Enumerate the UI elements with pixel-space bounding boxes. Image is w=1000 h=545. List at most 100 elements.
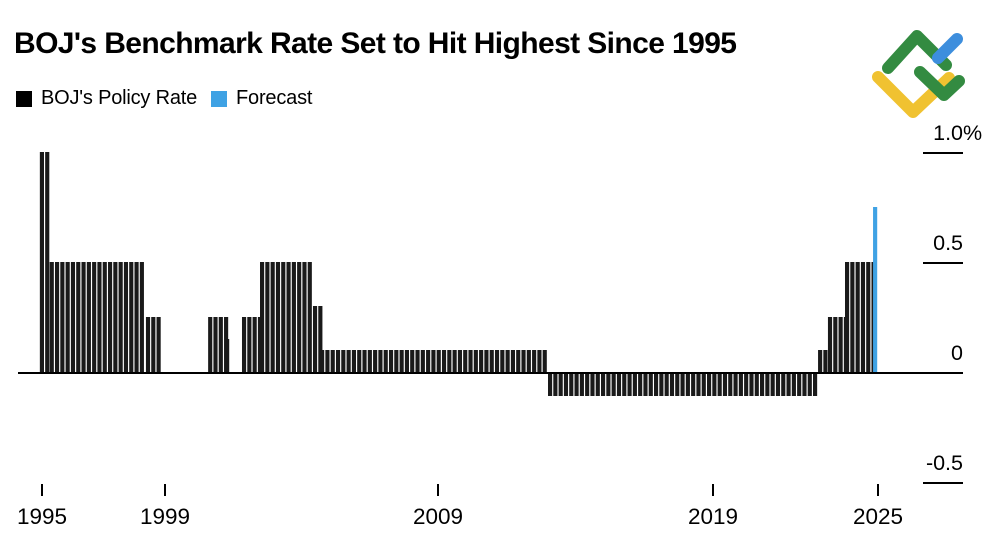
bar — [39, 152, 44, 372]
bar — [770, 374, 775, 396]
bar — [738, 374, 743, 396]
bar — [257, 317, 263, 372]
bar — [218, 317, 223, 372]
bar — [275, 262, 281, 372]
bar — [463, 350, 468, 372]
bar — [516, 350, 521, 372]
bar — [797, 374, 802, 396]
zero-axis-line — [18, 372, 963, 374]
bar — [601, 374, 606, 396]
bar — [394, 350, 399, 372]
bar — [532, 350, 537, 372]
bar — [563, 374, 569, 396]
bar — [415, 350, 420, 372]
legend: BOJ's Policy Rate Forecast — [16, 87, 326, 110]
bar — [590, 374, 595, 396]
bar — [866, 262, 871, 372]
legend-swatch-forecast — [211, 90, 228, 107]
bar — [286, 262, 291, 372]
bar — [654, 374, 659, 396]
legend-swatch-policy-rate — [16, 90, 32, 107]
bar — [151, 317, 156, 372]
bar — [260, 262, 265, 372]
bar — [378, 350, 383, 372]
bar — [680, 374, 685, 396]
x-tick-label-2025: 2025 — [853, 504, 903, 529]
bar — [717, 374, 722, 396]
bar — [86, 262, 91, 372]
bar — [330, 350, 335, 372]
bar — [441, 350, 447, 372]
bar — [129, 262, 134, 372]
x-tick-2009 — [437, 484, 439, 496]
bar — [675, 374, 680, 396]
bar — [754, 374, 759, 396]
bar — [622, 374, 627, 396]
bar — [606, 374, 611, 396]
chart-title: BOJ's Benchmark Rate Set to Hit Highest … — [14, 27, 737, 60]
bar — [728, 374, 733, 396]
bar — [362, 350, 367, 372]
bar — [281, 262, 286, 372]
legend-label-forecast: Forecast — [236, 87, 313, 109]
bar — [744, 374, 749, 396]
bar — [436, 350, 441, 372]
x-tick-label-2019: 2019 — [688, 504, 738, 529]
bar — [833, 317, 838, 372]
bar — [225, 339, 230, 372]
bar — [388, 350, 394, 372]
bar — [447, 350, 452, 372]
x-tick-2025 — [877, 484, 879, 496]
bar — [312, 306, 318, 372]
y-tick-label--0.5: -0.5 — [926, 451, 963, 475]
bar — [823, 350, 828, 372]
y-tick-1.0 — [923, 152, 963, 154]
bar — [696, 374, 701, 396]
logo-green-arm — [914, 66, 965, 101]
bar — [500, 350, 505, 372]
bar — [542, 350, 547, 372]
y-tick-label-1.0: 1.0 — [933, 121, 963, 145]
bar — [818, 350, 823, 372]
bar — [775, 374, 781, 396]
bar — [685, 374, 690, 396]
bar — [60, 262, 65, 372]
bar — [457, 350, 463, 372]
bar — [325, 350, 330, 372]
bar — [118, 262, 123, 372]
bar — [484, 350, 489, 372]
bar — [558, 374, 563, 396]
bar — [452, 350, 457, 372]
y-tick-label-0: 0 — [951, 341, 963, 365]
bar — [807, 374, 812, 396]
bar — [510, 350, 516, 372]
bar — [134, 262, 139, 372]
bars-forecast — [873, 207, 878, 372]
bar — [521, 350, 526, 372]
bar — [252, 317, 257, 372]
x-tick-1995 — [41, 484, 43, 496]
bar — [139, 262, 144, 372]
x-tick-label-1995: 1995 — [17, 504, 67, 529]
bar — [669, 374, 675, 396]
bar — [54, 262, 60, 372]
bar — [494, 350, 500, 372]
legend-label-policy-rate: BOJ's Policy Rate — [41, 87, 198, 109]
bar — [92, 262, 97, 372]
y-tick-label-0.5: 0.5 — [933, 231, 963, 255]
bar — [505, 350, 510, 372]
bar — [468, 350, 473, 372]
bar — [643, 374, 648, 396]
bar — [845, 262, 850, 372]
bar — [426, 350, 431, 372]
bar — [838, 317, 843, 372]
y-tick--0.5 — [923, 482, 963, 484]
bar — [827, 317, 833, 372]
y-tick-suffix-1.0: % — [963, 121, 982, 145]
bar — [813, 374, 818, 396]
x-tick-label-2009: 2009 — [413, 504, 463, 529]
bar — [765, 374, 770, 396]
bar — [102, 262, 107, 372]
